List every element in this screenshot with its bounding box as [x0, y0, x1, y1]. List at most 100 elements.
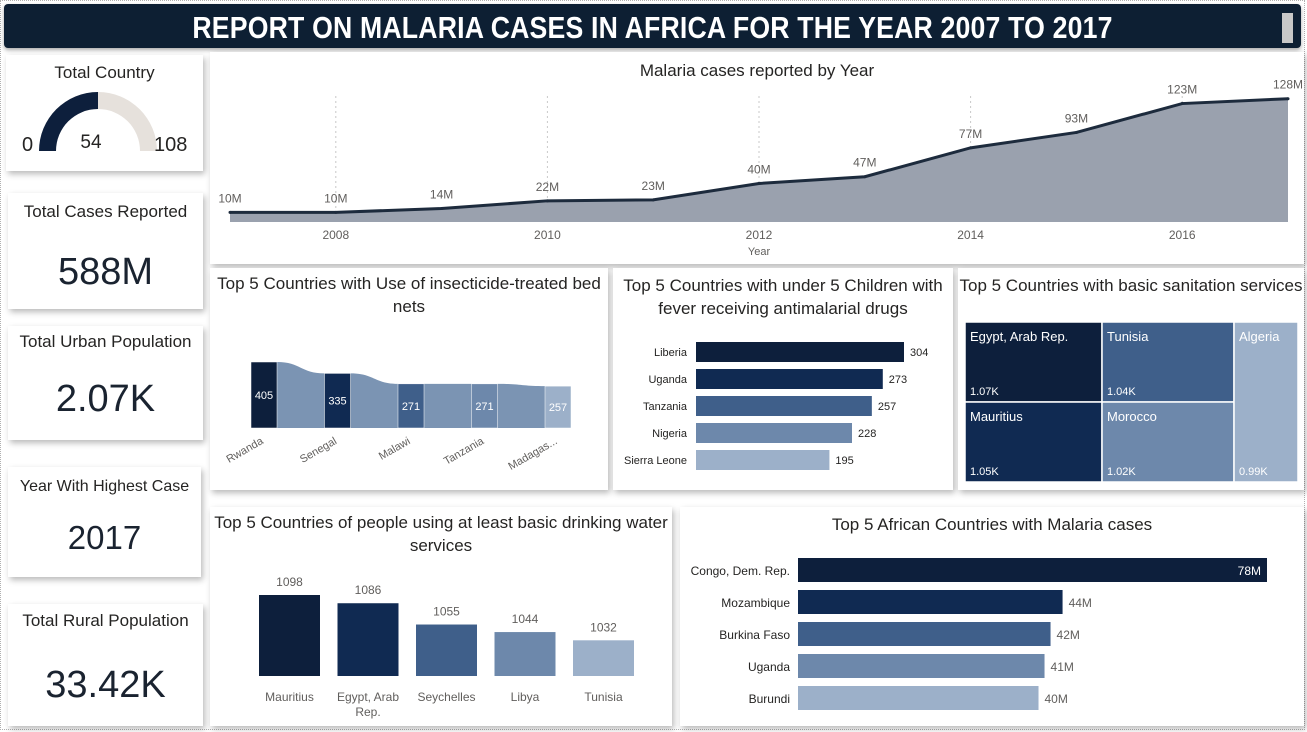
sanitation-title: Top 5 Countries with basic sanitation se… [959, 276, 1303, 295]
bar [798, 558, 1267, 582]
scrollbar-thumb[interactable] [1282, 13, 1293, 43]
malaria-countries-card[interactable]: Top 5 African Countries with Malaria cas… [680, 507, 1304, 726]
category-label: Senegal [298, 435, 339, 466]
treemap-tile [964, 401, 1103, 483]
ribbon-connector [350, 373, 398, 428]
data-label: 1055 [433, 605, 460, 619]
antimalarial-title: Top 5 Countries with under 5 Children wi… [623, 276, 943, 318]
data-point [969, 146, 973, 150]
tile-label: Mauritius [970, 409, 1023, 424]
highest-year-card[interactable]: Year With Highest Case 2017 [8, 467, 201, 577]
bed-nets-chart: 405 Rwanda 335 Senegal 271 Malawi 271 Tanzania 2… [225, 361, 572, 473]
urban-population-card[interactable]: Total Urban Population 2.07K [8, 326, 203, 440]
data-label: 335 [328, 396, 346, 408]
data-label: 405 [255, 390, 273, 402]
data-label: 257 [878, 401, 896, 413]
data-label: 1044 [512, 612, 539, 626]
bar [696, 396, 872, 416]
data-label: 1032 [590, 620, 617, 634]
total-cases-value: 588M [57, 251, 154, 293]
x-tick-label: 2012 [746, 228, 773, 242]
category-label: Tunisia [584, 690, 623, 704]
rural-population-label: Total Rural Population [22, 611, 189, 630]
cases-by-year-title: Malaria cases reported by Year [639, 61, 875, 80]
x-tick-label: 2010 [534, 228, 561, 242]
data-label: 271 [402, 401, 420, 413]
data-point [1074, 130, 1078, 134]
area-fill [230, 98, 1288, 222]
data-point [757, 181, 761, 185]
category-label: Rep. [355, 705, 380, 719]
category-label: Mauritius [265, 690, 314, 704]
data-label: 77M [959, 127, 982, 141]
cases-by-year-chart: 2008 2010 2012 2014 2016 10M 10M 14M 22M 23M 40M 47… [218, 78, 1303, 258]
data-label: 42M [1057, 628, 1080, 642]
bar [798, 590, 1063, 614]
malaria-countries-chart: Congo, Dem. Rep. 78M Mozambique 44M Burkina … [691, 558, 1267, 710]
category-label: Tanzania [442, 435, 487, 468]
category-label: Congo, Dem. Rep. [691, 564, 790, 578]
category-label: Tanzania [643, 401, 688, 413]
rural-population-card[interactable]: Total Rural Population 33.42K [8, 604, 203, 726]
x-tick-label: 2016 [1169, 228, 1196, 242]
bar [471, 383, 498, 429]
bar [696, 342, 904, 362]
bar [696, 369, 883, 389]
bar [798, 686, 1039, 710]
data-label: 304 [910, 347, 928, 359]
report-title: REPORT ON MALARIA CASES IN AFRICA FOR TH… [192, 10, 1113, 45]
bar [337, 603, 399, 676]
total-country-card[interactable]: Total Country 0 54 108 [6, 55, 203, 171]
bar [798, 622, 1051, 646]
category-label: Malawi [377, 435, 413, 463]
data-label: 23M [642, 179, 665, 193]
antimalarial-card[interactable]: Top 5 Countries with under 5 Children wi… [613, 268, 953, 490]
category-label: Seychelles [417, 690, 475, 704]
urban-population-value: 2.07K [55, 378, 156, 420]
antimalarial-chart: Liberia 304 Uganda 273 Tanzania 257 Nigeria 228… [624, 342, 928, 470]
drinking-water-card[interactable]: Top 5 Countries of people using at least… [210, 507, 672, 726]
tile-label: Morocco [1107, 409, 1157, 424]
gauge-min-label: 0 [22, 134, 33, 156]
bed-nets-title: Top 5 Countries with Use of insecticide-… [217, 274, 601, 316]
tile-label: Tunisia [1107, 329, 1149, 344]
x-tick-label: 2008 [322, 228, 349, 242]
tile-label: Egypt, Arab Rep. [970, 329, 1068, 344]
rural-population-value: 33.42K [45, 664, 166, 706]
highest-year-label: Year With Highest Case [19, 478, 190, 495]
data-label: 195 [835, 455, 853, 467]
data-label: 40M [1045, 692, 1068, 706]
tile-value: 1.05K [970, 466, 999, 478]
bar [798, 654, 1045, 678]
bar [259, 595, 320, 676]
x-tick-label: 2014 [957, 228, 984, 242]
gauge-max-label: 108 [154, 134, 187, 156]
gauge-fill [39, 92, 98, 151]
category-label: Burkina Faso [719, 628, 790, 642]
data-label: 93M [1065, 111, 1088, 125]
category-label: Madagas... [506, 435, 559, 473]
data-point [228, 210, 232, 214]
bar [397, 383, 425, 429]
bar [416, 624, 477, 676]
report-header: REPORT ON MALARIA CASES IN AFRICA FOR TH… [4, 4, 1301, 48]
sanitation-card[interactable]: Top 5 Countries with basic sanitation se… [958, 268, 1304, 490]
bar [250, 361, 278, 429]
ribbon-connector [277, 362, 325, 428]
cases-by-year-card[interactable]: Malaria cases reported by Year 2008 2010 2… [210, 52, 1304, 264]
total-cases-card[interactable]: Total Cases Reported 588M [8, 193, 203, 309]
data-label: 40M [747, 162, 770, 176]
bar [324, 373, 351, 429]
data-label: 22M [536, 180, 559, 194]
data-point [440, 207, 444, 211]
category-label: Rwanda [225, 435, 267, 466]
sanitation-treemap: Egypt, Arab Rep. 1.07K Tunisia 1.04K Mauriti… [964, 321, 1299, 483]
urban-population-label: Total Urban Population [19, 332, 192, 351]
data-label: 123M [1167, 83, 1197, 97]
total-country-gauge: 0 54 108 [22, 92, 187, 156]
data-label: 128M [1273, 78, 1303, 92]
data-point [1286, 97, 1290, 101]
bed-nets-card[interactable]: Top 5 Countries with Use of insecticide-… [210, 268, 608, 490]
data-label: 257 [549, 402, 567, 414]
data-label: 228 [858, 428, 876, 440]
